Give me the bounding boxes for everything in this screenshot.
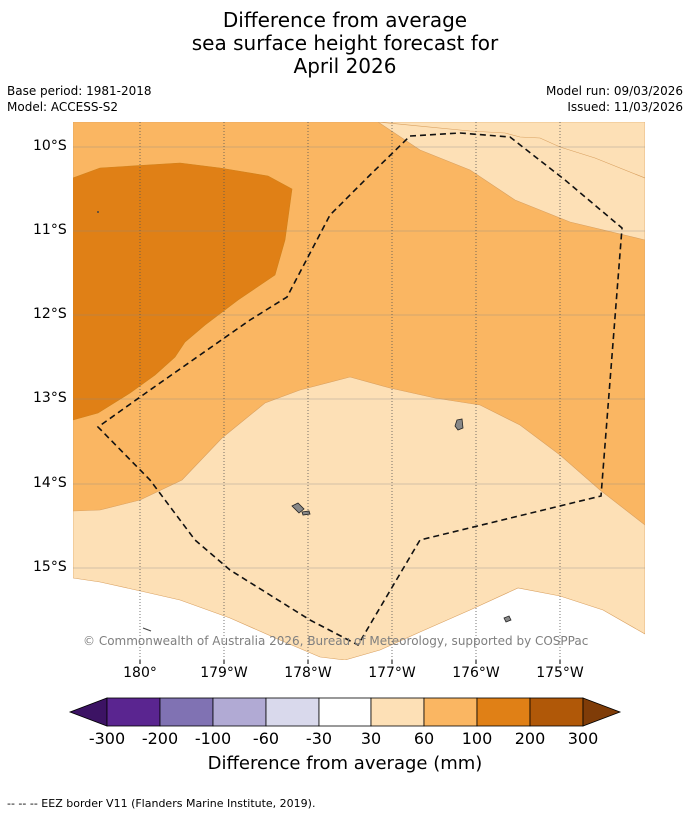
model-run-date: Model run: 09/03/2026 — [545, 84, 683, 98]
eez-border — [96, 132, 623, 647]
colorbar-tick-label: 300 — [567, 729, 599, 748]
chart-title-line-1: Difference from average — [222, 8, 468, 32]
model-name: Model: ACCESS-S2 — [7, 100, 119, 114]
colorbar-segment — [159, 697, 214, 727]
latitude-gridlines — [73, 146, 645, 569]
colorbar-segment — [476, 697, 531, 727]
colorbar-title: Difference from average (mm) — [207, 753, 483, 774]
colorbar-tick-label: -30 — [305, 729, 333, 748]
colorbar-segment — [370, 697, 425, 727]
colorbar-tick-label: 200 — [514, 729, 546, 748]
island — [301, 510, 311, 516]
island — [503, 615, 512, 623]
chart-title-line-2: sea surface height forecast for — [191, 31, 499, 55]
lon-label: 178°W — [284, 665, 332, 681]
colorbar-segment — [423, 697, 478, 727]
colorbar-tick-label: 100 — [461, 729, 493, 748]
colorbar-tick-label: 30 — [360, 729, 382, 748]
island — [291, 502, 305, 514]
colorbar-extend-high — [582, 697, 622, 727]
lat-label: 13°S — [33, 390, 67, 406]
lat-label: 11°S — [33, 222, 67, 238]
colorbar-segment — [318, 697, 372, 727]
lat-label: 12°S — [33, 306, 67, 322]
colorbar-segment — [265, 697, 320, 727]
contour-100-200 — [73, 162, 293, 421]
colorbar-tick-label: -200 — [141, 729, 179, 748]
lon-label: 180° — [123, 665, 157, 681]
colorbar-segment — [106, 697, 161, 727]
longitude-ticks — [139, 660, 561, 664]
colorbar-segment — [529, 697, 584, 727]
issued-date: Issued: 11/03/2026 — [567, 100, 683, 114]
colorbar-tick-label: -60 — [252, 729, 280, 748]
chart-title-line-3: April 2026 — [293, 54, 397, 78]
contour-30-60-north — [377, 122, 645, 179]
lat-label: 15°S — [33, 559, 67, 575]
island — [142, 627, 152, 632]
colorbar-tick-label: -300 — [88, 729, 126, 748]
eez-legend: -- -- -- EEZ border V11 (Flanders Marine… — [7, 797, 316, 810]
colorbar-tick-label: -100 — [194, 729, 232, 748]
colorbar-tick-label: 60 — [413, 729, 435, 748]
colorbar-extend-low — [68, 697, 108, 727]
island — [97, 211, 99, 213]
colorbar-segment — [212, 697, 267, 727]
lat-label: 14°S — [33, 475, 67, 491]
island — [454, 418, 464, 431]
lon-label: 177°W — [368, 665, 416, 681]
lon-label: 179°W — [200, 665, 248, 681]
lat-label: 10°S — [33, 138, 67, 154]
lon-label: 176°W — [452, 665, 500, 681]
map-area: © Commonwealth of Australia 2026, Bureau… — [73, 122, 645, 660]
lon-label: 175°W — [536, 665, 584, 681]
base-period: Base period: 1981-2018 — [7, 84, 152, 98]
colorbar — [68, 697, 622, 727]
copyright-notice: © Commonwealth of Australia 2026, Bureau… — [83, 634, 588, 648]
